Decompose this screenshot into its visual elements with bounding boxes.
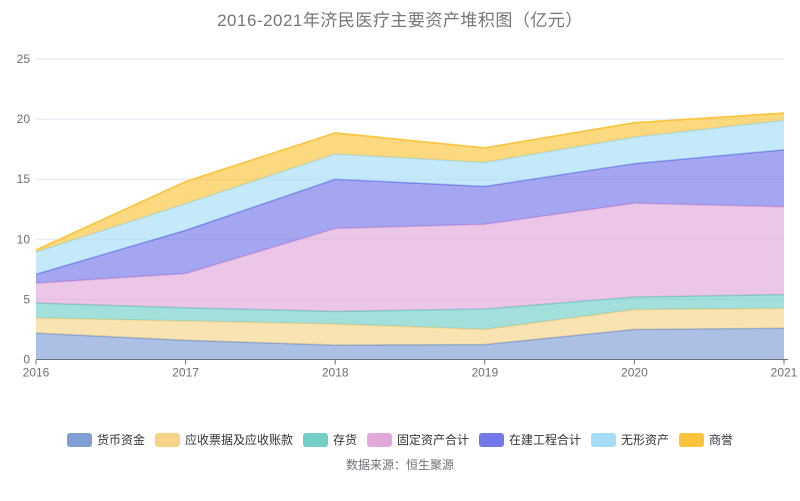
legend-item-存货[interactable]: 存货 (302, 431, 357, 448)
legend-swatch-icon (366, 432, 392, 447)
data-source-note: 数据来源：恒生聚源 (345, 458, 454, 472)
area-货币资金[interactable] (36, 328, 784, 360)
legend-label: 货币资金 (96, 433, 145, 447)
legend-item-在建工程合计[interactable]: 在建工程合计 (479, 431, 581, 448)
y-axis-label: 10 (17, 232, 31, 246)
legend-item-货币资金[interactable]: 货币资金 (66, 431, 145, 448)
legend-item-无形资产[interactable]: 无形资产 (591, 431, 669, 448)
chart-legend: 货币资金 应收票据及应收账款 存货 固定资产合计 在建工程合计 无形资产 商誉 (0, 431, 800, 448)
stacked-area-chart: 2016 2017 2018 2019 2020 2021 0 5 10 15 20 25 (17, 52, 798, 380)
legend-label: 存货 (332, 433, 357, 447)
legend-item-应收票据及应收账款[interactable]: 应收票据及应收账款 (154, 431, 293, 448)
legend-swatch-icon (66, 432, 92, 447)
legend-swatch-icon (302, 432, 328, 447)
legend-label: 在建工程合计 (509, 433, 582, 447)
legend-swatch-icon (679, 432, 705, 447)
x-axis-label: 2019 (471, 366, 498, 380)
area-固定资产合计[interactable] (36, 203, 784, 312)
y-axis-label: 20 (17, 112, 31, 126)
y-axis-label: 5 (23, 292, 30, 306)
legend-item-固定资产合计[interactable]: 固定资产合计 (366, 431, 469, 448)
legend-item-商誉[interactable]: 商誉 (679, 431, 733, 448)
area-在建工程合计[interactable] (36, 149, 784, 284)
legend-label: 无形资产 (621, 433, 670, 447)
x-axis-label: 2021 (771, 366, 798, 380)
area-存货[interactable] (36, 294, 784, 330)
area-无形资产[interactable] (36, 120, 784, 275)
legend-swatch-icon (154, 432, 180, 447)
chart-title: 2016-2021年济民医疗主要资产堆积图（亿元） (217, 11, 583, 30)
x-axis-label: 2020 (621, 366, 648, 380)
x-axis-label: 2017 (172, 366, 199, 380)
x-axis-label: 2016 (23, 366, 50, 380)
x-axis-label: 2018 (322, 366, 349, 380)
legend-swatch-icon (479, 432, 504, 447)
y-axis-label: 15 (17, 172, 31, 186)
y-axis-label: 0 (23, 353, 30, 367)
legend-label: 商誉 (709, 433, 734, 447)
legend-label: 应收票据及应收账款 (184, 433, 293, 447)
y-axis-label: 25 (17, 52, 31, 66)
line-存货 (35, 293, 785, 313)
line-商誉 (35, 112, 785, 251)
legend-label: 固定资产合计 (396, 433, 469, 447)
legend-swatch-icon (591, 432, 617, 447)
